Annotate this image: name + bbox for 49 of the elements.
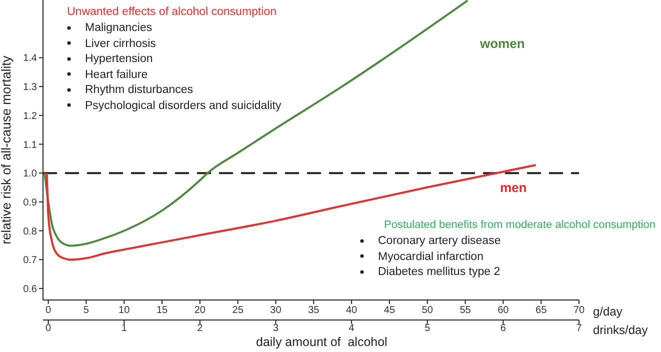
x-tick-label: 15: [156, 305, 168, 316]
y-tick-label: 0.6: [23, 284, 38, 296]
annotation: Psychological disorders and suicidality: [84, 100, 282, 112]
x2-tick-label: 4: [348, 323, 355, 334]
y-tick-label: 0.7: [23, 255, 38, 266]
annotation: Coronary artery disease: [377, 235, 501, 247]
x-tick-label: 60: [498, 305, 510, 316]
y-tick-label: 0.8: [23, 226, 38, 238]
annotation: Heart failure: [84, 68, 148, 80]
x-tick-label: 10: [118, 305, 130, 316]
text: daily amount of alcohol: [256, 335, 388, 349]
y-tick-label: 1.2: [23, 110, 38, 122]
y-tick-label: 1.1: [23, 140, 38, 151]
x2-axis-title: drinks/day: [593, 323, 648, 337]
x-tick-label: 35: [308, 305, 320, 316]
y-axis-title: relative risk of all-cause mortality: [0, 55, 14, 244]
annotation: Hypertension: [84, 53, 153, 65]
x2-tick-label: 0: [46, 323, 52, 334]
x-tick-label: 45: [384, 305, 396, 316]
annotation: Rhythm disturbances: [84, 84, 194, 96]
x2-tick-label: 2: [197, 323, 204, 334]
x-tick-label: 70: [573, 305, 585, 316]
y-tick-label: 1.4: [23, 53, 38, 64]
x-tick-label: 30: [270, 305, 282, 316]
x-axis-title: g/day: [593, 304, 622, 318]
x-tick-label: 50: [422, 305, 434, 316]
x-tick-label: 55: [460, 305, 472, 316]
x-tick-label: 25: [232, 305, 244, 316]
x-tick-label: 65: [536, 305, 548, 316]
x2-tick-label: 6: [500, 323, 506, 334]
text: Unwanted effects of alcohol consumption: [67, 6, 276, 18]
y-tick-label: 1.3: [23, 82, 38, 94]
series-label: men: [500, 180, 527, 195]
text: Postulated benefits from moderate alcohol consumption: [384, 219, 656, 231]
y-tick-label: 1.0: [23, 168, 38, 180]
x-tick-label: 20: [194, 305, 206, 316]
x-tick-label: 0: [46, 305, 52, 316]
annotation: Liver cirrhosis: [84, 38, 156, 50]
y-tick-label: 0.9: [23, 197, 38, 208]
text: women: [480, 36, 525, 51]
x-tick-label: 5: [83, 305, 90, 316]
x2-tick-label: 1: [121, 323, 128, 334]
annotation: Myocardial infarction: [377, 250, 484, 262]
x2-tick-label: 5: [424, 323, 431, 334]
x-tick-label: 40: [346, 305, 358, 316]
annotation: Malignancies: [84, 22, 152, 34]
x2-tick-label: 7: [576, 323, 582, 334]
annotation: Diabetes mellitus type 2: [377, 266, 500, 278]
x2-tick-label: 3: [272, 323, 279, 334]
